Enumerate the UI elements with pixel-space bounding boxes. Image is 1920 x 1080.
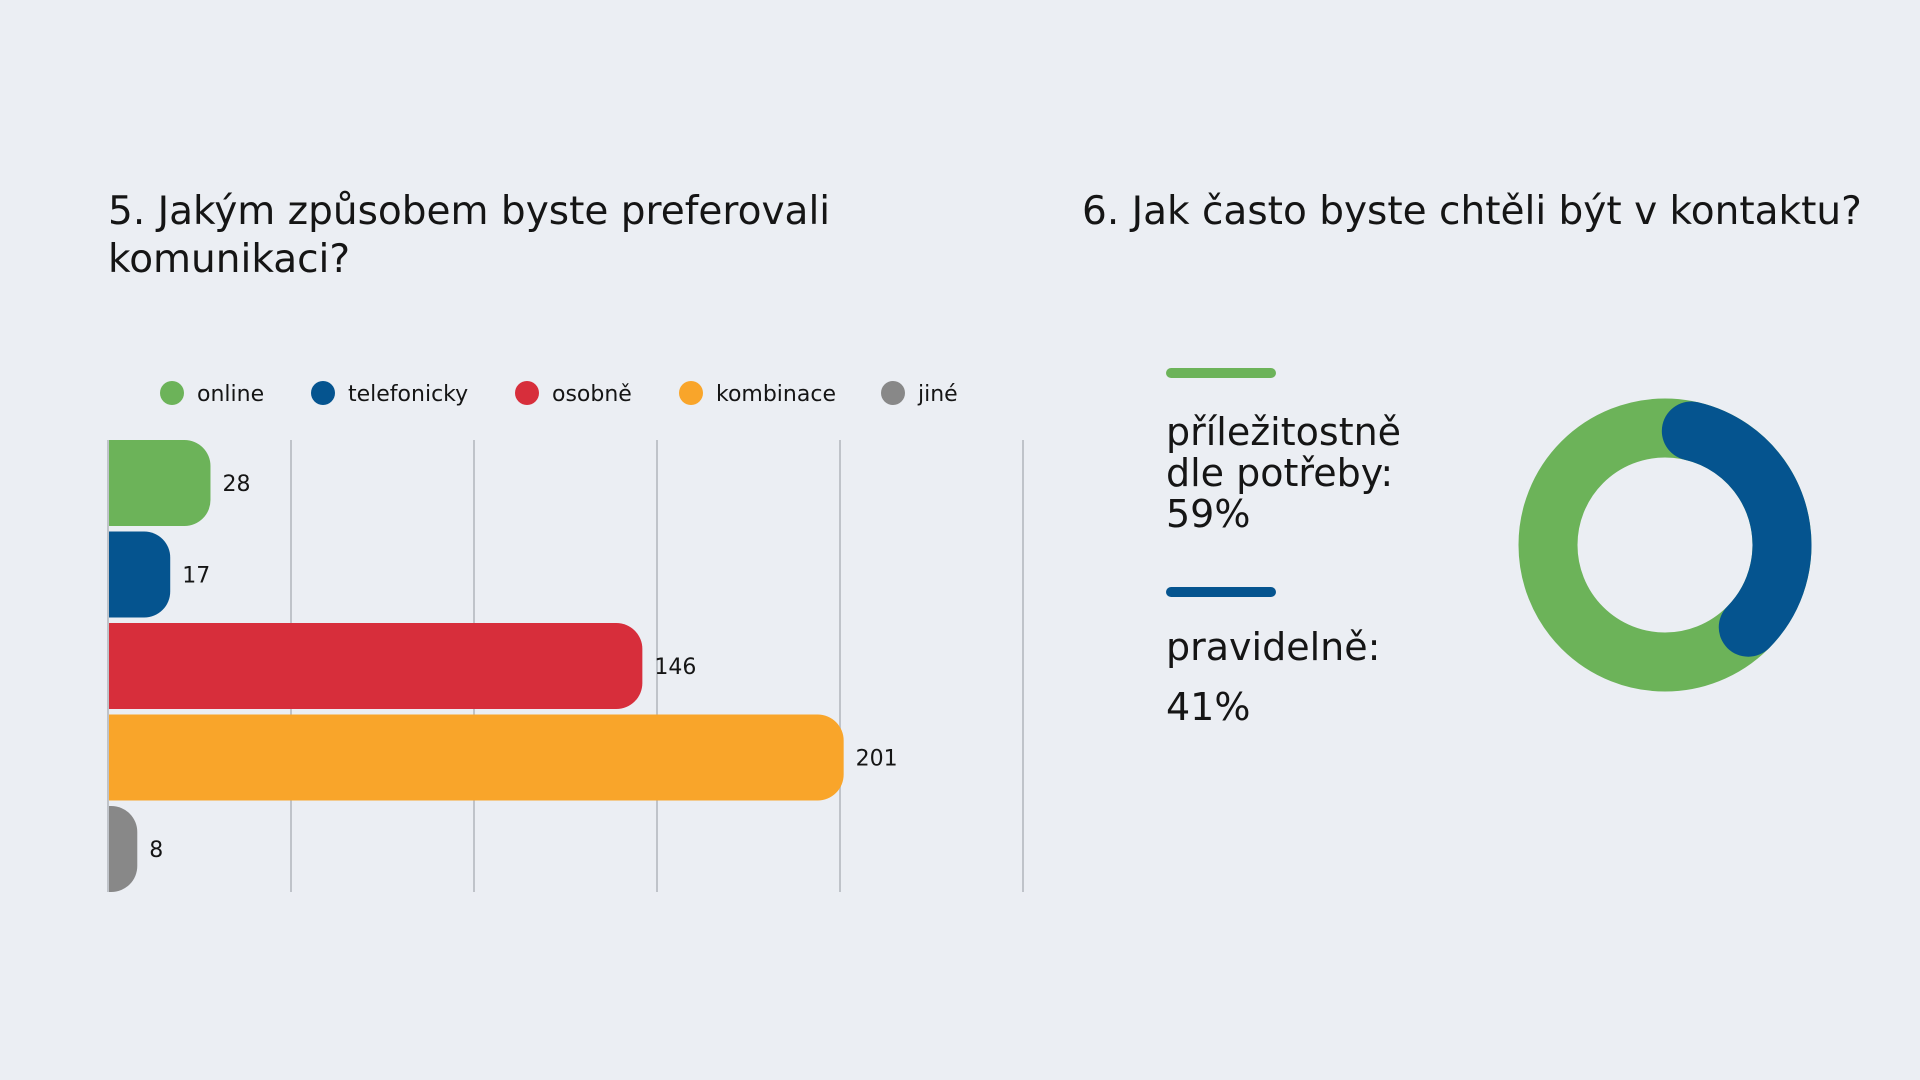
bar-2: [108, 623, 643, 709]
stat-regular-label: pravidelně: 41%: [1166, 625, 1381, 729]
value-label-2: 146: [654, 655, 696, 680]
legend-item-4: jiné: [881, 381, 958, 407]
value-label-3: 201: [856, 747, 898, 772]
stat-regular: pravidelně: 41%: [1166, 587, 1486, 737]
legend-label: osobně: [552, 382, 632, 407]
value-label-0: 28: [222, 472, 250, 497]
communication-bar-chart: online telefonicky osobně kombinace jiné 28 17…: [107, 381, 1024, 892]
stat-occasional-line: [1166, 368, 1276, 378]
stat-regular-line: [1166, 587, 1276, 597]
legend-marker: [515, 381, 539, 405]
legend-item-0: online: [160, 381, 264, 407]
legend-marker: [881, 381, 905, 405]
legend-label: telefonicky: [348, 382, 468, 407]
value-label-1: 17: [182, 564, 210, 589]
legend-marker: [160, 381, 184, 405]
bar-1: [108, 531, 171, 618]
legend-item-1: telefonicky: [311, 381, 468, 407]
legend-marker: [311, 381, 335, 405]
legend-label: online: [197, 382, 264, 407]
value-label-4: 8: [149, 838, 163, 863]
legend-item-2: osobně: [515, 381, 632, 407]
question-6-title: 6. Jak často byste chtěli být v kontaktu…: [1082, 189, 1862, 234]
legend-marker: [679, 381, 703, 405]
contact-frequency-donut-chart: [1518, 398, 1812, 692]
bar-0: [108, 440, 211, 526]
bar-3: [108, 714, 844, 801]
legend-label: jiné: [917, 382, 958, 407]
legend-item-3: kombinace: [679, 381, 836, 407]
question-5-title: 5. Jakým způsobem byste preferovali komu…: [108, 189, 831, 282]
stat-occasional-label: příležitostně dle potřeby: 59%: [1166, 410, 1402, 536]
legend-label: kombinace: [716, 382, 836, 407]
bar-4: [108, 806, 138, 892]
donut-slice-1: [1518, 398, 1812, 692]
stat-occasional: příležitostně dle potřeby: 59%: [1166, 368, 1486, 535]
